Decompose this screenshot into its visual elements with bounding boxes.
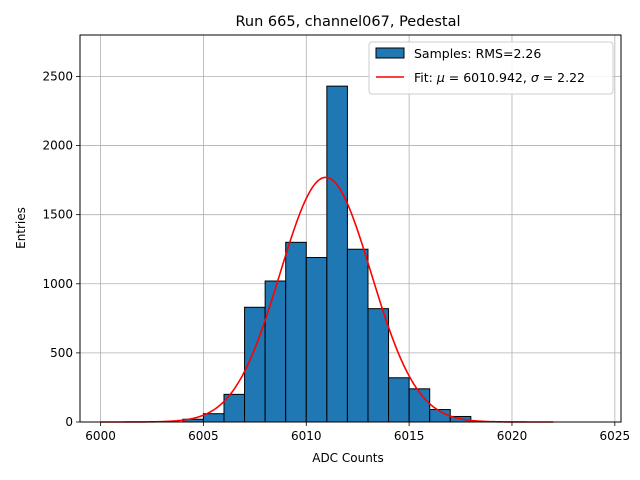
histogram-bar: [264, 280, 287, 423]
plot-frame: [79, 34, 622, 423]
x-tick-label: 6000: [85, 429, 116, 443]
histogram-bar: [408, 388, 431, 423]
x-tick-label: 6025: [600, 429, 631, 443]
y-tick-label: 2000: [42, 139, 73, 153]
histogram-bar: [202, 413, 225, 423]
grid-lines: [80, 35, 621, 423]
y-tick-label: 500: [50, 346, 73, 360]
x-tick-label: 6015: [394, 429, 425, 443]
chart-title: Run 665, channel067, Pedestal: [235, 14, 460, 30]
legend-box: [368, 41, 614, 95]
legend-label-fit: Fit: μ = 6010.942, σ = 2.22: [414, 70, 585, 85]
legend: Samples: RMS=2.26 Fit: μ = 6010.942, σ =…: [368, 41, 614, 95]
histogram-bar: [285, 241, 307, 423]
legend-swatch-samples: [375, 47, 405, 59]
x-axis-label: ADC Counts: [312, 451, 384, 465]
histogram-bar: [388, 377, 410, 423]
y-axis-ticks: 0 500 1000 1500 2000 2500: [42, 69, 80, 429]
histogram-bar: [305, 257, 328, 423]
x-axis-ticks: 6000 6005 6010 6015 6020 6025: [85, 422, 630, 443]
histogram-bar: [346, 248, 369, 423]
y-axis-label: Entries: [14, 207, 28, 249]
y-tick-label: 0: [65, 415, 73, 429]
x-tick-label: 6020: [497, 429, 528, 443]
histogram-bar: [326, 85, 348, 423]
fit-curve: [100, 176, 554, 423]
y-tick-label: 1500: [42, 208, 73, 222]
x-tick-label: 6005: [188, 429, 219, 443]
histogram-bars: [182, 85, 472, 423]
legend-label-samples: Samples: RMS=2.26: [414, 46, 541, 61]
x-tick-label: 6010: [291, 429, 322, 443]
y-tick-label: 1000: [42, 277, 73, 291]
y-tick-label: 2500: [42, 69, 73, 83]
histogram-bar: [367, 308, 390, 423]
